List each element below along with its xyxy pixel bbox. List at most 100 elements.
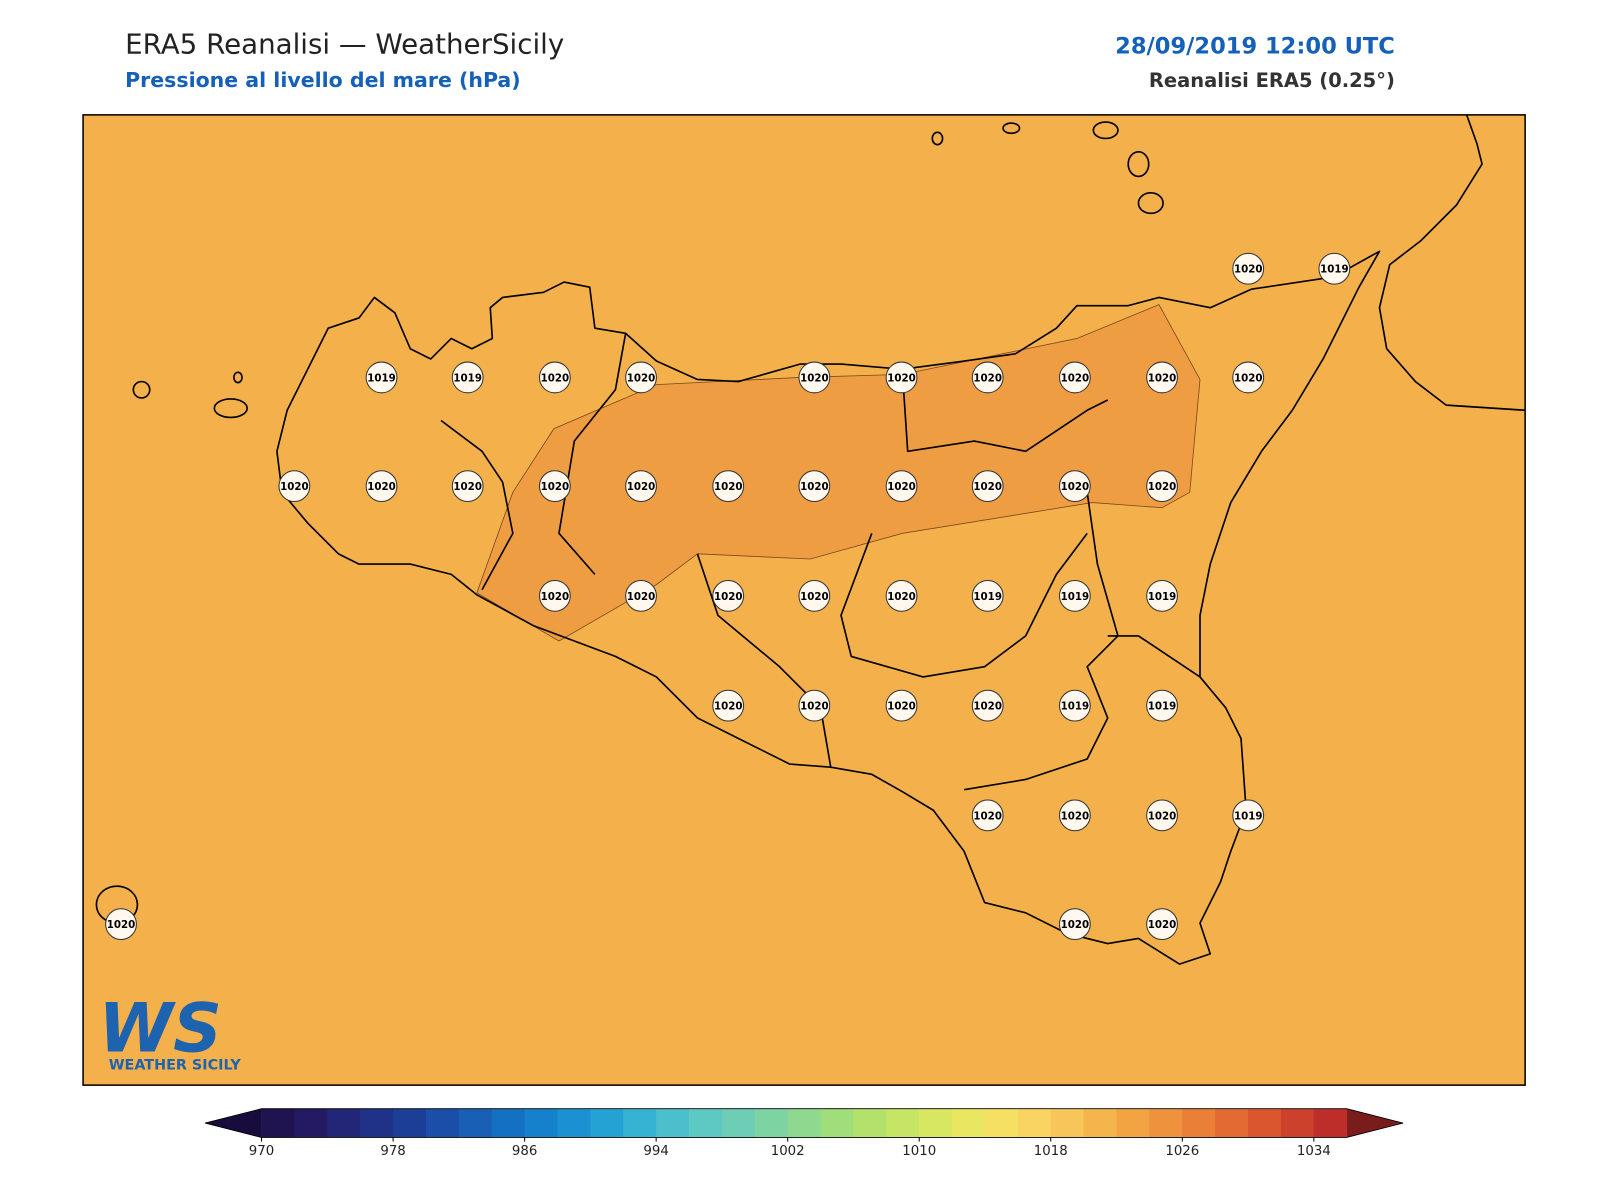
point-label: 1020 xyxy=(1148,810,1177,822)
point: 1020 xyxy=(798,579,831,612)
colorbar-tick-label: 978 xyxy=(380,1144,405,1159)
point-marker xyxy=(1232,799,1265,832)
point-label: 1020 xyxy=(887,701,916,713)
point-marker xyxy=(1058,579,1091,612)
point-marker xyxy=(971,470,1004,503)
point-marker xyxy=(451,361,484,394)
date: 28/09/2019 12:00 UTC xyxy=(1115,33,1395,59)
colorbar-bin xyxy=(1215,1108,1249,1138)
point: 1020 xyxy=(971,470,1004,503)
point-marker xyxy=(971,579,1004,612)
colorbar-bin xyxy=(590,1108,624,1138)
point-marker xyxy=(451,470,484,503)
point-label: 1020 xyxy=(541,591,570,603)
colorbar-tick-label: 994 xyxy=(643,1144,668,1159)
point: 1020 xyxy=(885,579,918,612)
point: 1020 xyxy=(538,470,571,503)
point: 1020 xyxy=(1058,799,1091,832)
colorbar-bin xyxy=(1280,1108,1315,1138)
point-marker xyxy=(885,689,918,722)
point: 1020 xyxy=(538,361,571,394)
point: 1020 xyxy=(1058,908,1091,940)
point-label: 1019 xyxy=(1234,810,1263,822)
colorbar-bin xyxy=(919,1108,953,1138)
colorbar-bin xyxy=(393,1108,427,1138)
point-marker xyxy=(971,799,1004,832)
point-label: 1020 xyxy=(1148,372,1177,384)
logo: WS WEATHER SICILY xyxy=(98,988,241,1073)
point-label: 1020 xyxy=(1234,372,1263,384)
point: 1020 xyxy=(105,908,137,940)
point-label: 1020 xyxy=(800,591,829,603)
point-marker xyxy=(1232,361,1265,394)
point-marker xyxy=(105,908,137,940)
colorbar-bin xyxy=(952,1108,986,1138)
colorbar-tick-label: 986 xyxy=(512,1144,537,1159)
point: 1019 xyxy=(1146,579,1178,612)
colorbar-bin xyxy=(1182,1108,1216,1138)
point-label: 1019 xyxy=(1061,591,1090,603)
point-marker xyxy=(885,361,918,394)
point-label: 1019 xyxy=(1320,264,1349,276)
point: 1020 xyxy=(971,799,1004,832)
pressure-points: 1020 1019 1019 1019 1020 1020 1020 1020 1020 1020… xyxy=(105,252,1351,940)
point: 1020 xyxy=(1232,361,1265,394)
point-marker xyxy=(625,470,657,503)
point-marker xyxy=(885,470,918,503)
point-label: 1020 xyxy=(1061,919,1090,931)
map-frame xyxy=(82,114,1526,1086)
point-label: 1020 xyxy=(280,481,309,493)
logo-mark: WS xyxy=(98,988,221,1067)
point: 1020 xyxy=(1146,470,1178,503)
colorbar-bin xyxy=(984,1108,1019,1138)
point-marker xyxy=(712,470,745,503)
colorbar-bin xyxy=(689,1108,723,1138)
colorbar-tick-label: 1026 xyxy=(1165,1144,1199,1159)
point-marker xyxy=(1146,689,1178,722)
colorbar-tick-label: 970 xyxy=(249,1144,274,1159)
colorbar-bin xyxy=(1083,1108,1118,1138)
point-label: 1019 xyxy=(1148,591,1177,603)
island xyxy=(931,131,944,146)
point-label: 1020 xyxy=(973,481,1002,493)
colorbar-bin xyxy=(820,1108,854,1138)
point-label: 1020 xyxy=(453,481,482,493)
subtitle: Pressione al livello del mare (hPa) xyxy=(125,68,521,92)
point: 1019 xyxy=(451,361,484,394)
island xyxy=(213,398,248,419)
colorbar-bin xyxy=(787,1108,822,1138)
point-marker xyxy=(1146,579,1178,612)
point-marker xyxy=(1058,361,1091,394)
point: 1020 xyxy=(451,470,484,503)
colorbar-tick-label: 1010 xyxy=(902,1144,936,1159)
point-label: 1020 xyxy=(800,372,829,384)
colorbar-bin xyxy=(754,1108,789,1138)
island xyxy=(132,380,151,399)
point: 1020 xyxy=(798,361,831,394)
colorbar-bin xyxy=(360,1108,394,1138)
point: 1020 xyxy=(712,689,745,722)
island xyxy=(1092,121,1119,140)
point-label: 1019 xyxy=(1061,701,1090,713)
point-label: 1020 xyxy=(1148,919,1177,931)
point-marker xyxy=(1146,799,1178,832)
point-marker xyxy=(538,579,571,612)
point: 1020 xyxy=(885,470,918,503)
colorbar-bin xyxy=(886,1108,920,1138)
colorbar-bin xyxy=(1050,1108,1085,1138)
colorbar-bin xyxy=(294,1108,328,1138)
colorbar-bin xyxy=(1248,1108,1282,1138)
colorbar-bin xyxy=(1116,1108,1150,1138)
point: 1019 xyxy=(971,579,1004,612)
colorbar-under xyxy=(205,1108,262,1138)
point-label: 1019 xyxy=(367,372,396,384)
point-marker xyxy=(1058,908,1091,940)
point-label: 1020 xyxy=(627,591,656,603)
point: 1019 xyxy=(1058,579,1091,612)
point-label: 1020 xyxy=(541,372,570,384)
point-marker xyxy=(625,579,657,612)
point-label: 1020 xyxy=(973,701,1002,713)
point: 1019 xyxy=(1058,689,1091,722)
